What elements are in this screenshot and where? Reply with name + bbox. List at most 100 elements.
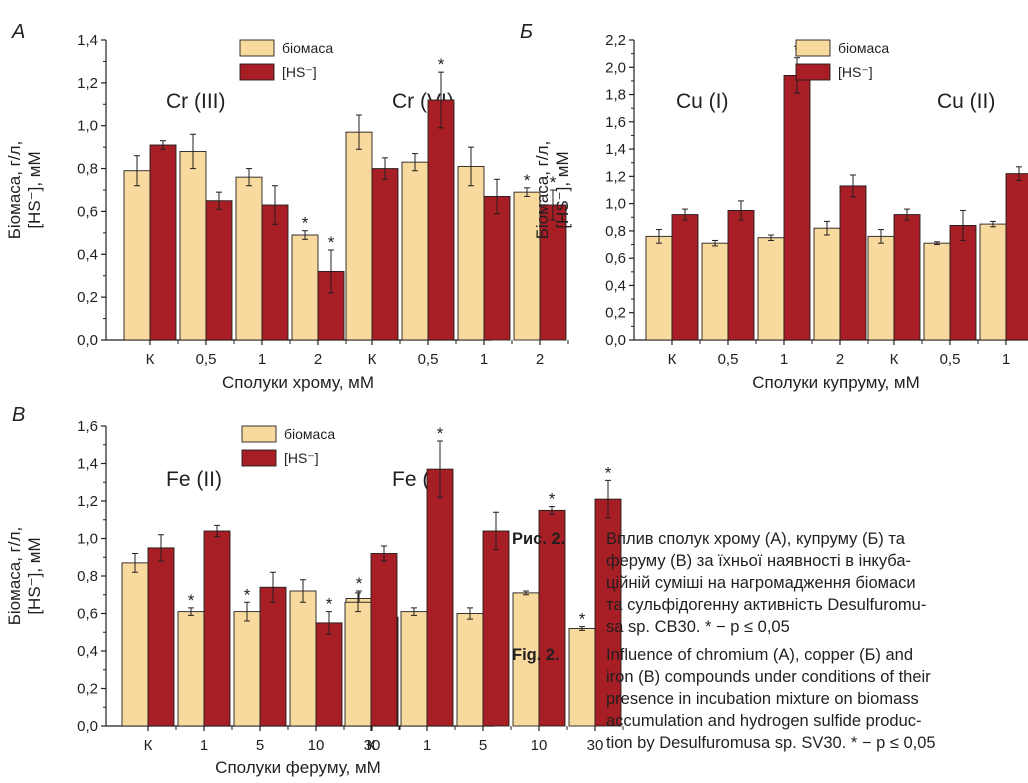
significance-marker: * <box>524 171 531 190</box>
y-tick-label: 1,4 <box>605 141 626 158</box>
biomass-bar <box>401 161 429 341</box>
hs-bar <box>783 75 811 341</box>
y-tick-label: 1,0 <box>605 196 626 213</box>
significance-marker: * <box>356 574 363 593</box>
biomass-bar <box>233 611 261 727</box>
y-tick-label: 0,8 <box>77 161 98 178</box>
caption-ua-line: та сульфідогенну активність Desulfuromu- <box>606 596 927 614</box>
biomass-bar <box>177 611 205 727</box>
biomass-bar <box>456 613 484 727</box>
hs-bar <box>893 214 921 341</box>
x-tick-label: К <box>368 351 377 368</box>
hs-bar <box>371 168 399 341</box>
y-tick-label: 0,2 <box>605 305 626 322</box>
biomass-bar <box>344 601 372 727</box>
y-axis-label: [HS⁻], мМ <box>553 151 572 228</box>
significance-marker: * <box>302 214 309 233</box>
x-tick-label: 0,5 <box>196 351 217 368</box>
y-axis-label: Біомаса, г/л, <box>5 527 24 626</box>
x-axis-label: Сполуки купруму, мМ <box>752 373 920 392</box>
legend-swatch-hs <box>241 449 277 467</box>
y-tick-label: 1,2 <box>77 493 98 510</box>
y-axis-label: [HS⁻], мМ <box>25 151 44 228</box>
hs-bar <box>259 586 287 727</box>
y-tick-label: 2,0 <box>605 59 626 76</box>
biomass-bar <box>289 590 317 727</box>
caption-en-line: tion by Desulfuromusa sp. SV30. * − p ≤ … <box>606 734 936 752</box>
caption-en-line: Influence of chromium (A), copper (Б) an… <box>606 646 914 664</box>
y-tick-label: 0,4 <box>77 643 98 660</box>
caption-ua-line: sa sp. СВ30. * − p ≤ 0,05 <box>606 618 790 636</box>
x-axis-label: Сполуки хрому, мМ <box>222 373 374 392</box>
significance-marker: * <box>188 591 195 610</box>
group-label: Fe (II) <box>166 468 222 491</box>
x-tick-label: 30 <box>364 737 381 754</box>
x-tick-label: 1 <box>258 351 266 368</box>
hs-bar <box>427 99 455 341</box>
y-tick-label: 1,6 <box>605 114 626 131</box>
y-tick-label: 1,4 <box>77 456 98 473</box>
caption-ua-line: ційній суміші на нагромадження біомаси <box>606 574 916 592</box>
x-tick-label: 5 <box>256 737 264 754</box>
hs-bar <box>149 144 177 341</box>
caption-ukrainian: Рис. 2. Вплив сполук хрому (А), купруму … <box>512 528 1024 638</box>
x-tick-label: 10 <box>308 737 325 754</box>
hs-bar <box>1005 173 1028 341</box>
y-axis-label: [HS⁻], мМ <box>25 537 44 614</box>
x-tick-label: 0,5 <box>418 351 439 368</box>
biomass-bar <box>121 562 149 727</box>
biomass-bar <box>645 235 673 341</box>
y-tick-label: 0,4 <box>605 277 626 294</box>
biomass-bar <box>291 234 319 341</box>
y-tick-label: 1,4 <box>77 32 98 49</box>
biomass-bar <box>457 165 485 341</box>
legend-swatch-biomass <box>239 39 275 57</box>
x-tick-label: 0,5 <box>940 351 961 368</box>
legend-swatch-biomass <box>241 425 277 443</box>
significance-marker: * <box>326 595 333 614</box>
biomass-bar <box>235 176 263 341</box>
caption-ua-label: Рис. 2. <box>512 530 566 548</box>
x-tick-label: 30 <box>587 737 604 754</box>
y-tick-label: 0,2 <box>77 681 98 698</box>
y-tick-label: 0,4 <box>77 246 98 263</box>
significance-marker: * <box>605 463 612 482</box>
biomass-bar <box>345 131 373 341</box>
biomass-bar <box>513 191 541 341</box>
legend-label-hs: [HS⁻] <box>282 64 317 80</box>
y-tick-label: 0,8 <box>605 223 626 240</box>
x-tick-label: 10 <box>531 737 548 754</box>
significance-marker: * <box>438 55 445 74</box>
hs-bar <box>839 185 867 341</box>
caption-ua-line: Вплив сполук хрому (А), купруму (Б) та <box>606 530 905 548</box>
hs-bar <box>205 200 233 341</box>
hs-bar <box>949 225 977 341</box>
caption-english: Fig. 2. Influence of chromium (A), coppe… <box>512 644 1024 754</box>
biomass-bar <box>568 628 596 727</box>
significance-marker: * <box>437 424 444 443</box>
y-tick-label: 1,0 <box>77 531 98 548</box>
significance-marker: * <box>244 585 251 604</box>
significance-marker: * <box>549 490 556 509</box>
x-tick-label: К <box>367 737 376 754</box>
biomass-bar <box>123 170 151 341</box>
biomass-bar <box>701 242 729 341</box>
y-tick-label: 0,6 <box>77 203 98 220</box>
group-label: Cu (II) <box>937 90 995 113</box>
hs-bar <box>538 509 566 727</box>
legend-label-biomass: біомаса <box>282 40 333 56</box>
legend-swatch-hs <box>795 63 831 81</box>
group-label: Cu (I) <box>676 90 729 113</box>
x-tick-label: К <box>668 351 677 368</box>
biomass-bar <box>757 237 785 341</box>
x-tick-label: 0,5 <box>718 351 739 368</box>
x-tick-label: 1 <box>780 351 788 368</box>
biomass-bar <box>813 227 841 341</box>
x-tick-label: К <box>146 351 155 368</box>
panel-label: Б <box>520 21 533 43</box>
caption-en-label: Fig. 2. <box>512 646 560 664</box>
hs-bar <box>261 204 289 341</box>
caption-ua-line: феруму (В) за їхньої наявності в інкуба- <box>606 552 912 570</box>
hs-bar <box>594 498 622 727</box>
